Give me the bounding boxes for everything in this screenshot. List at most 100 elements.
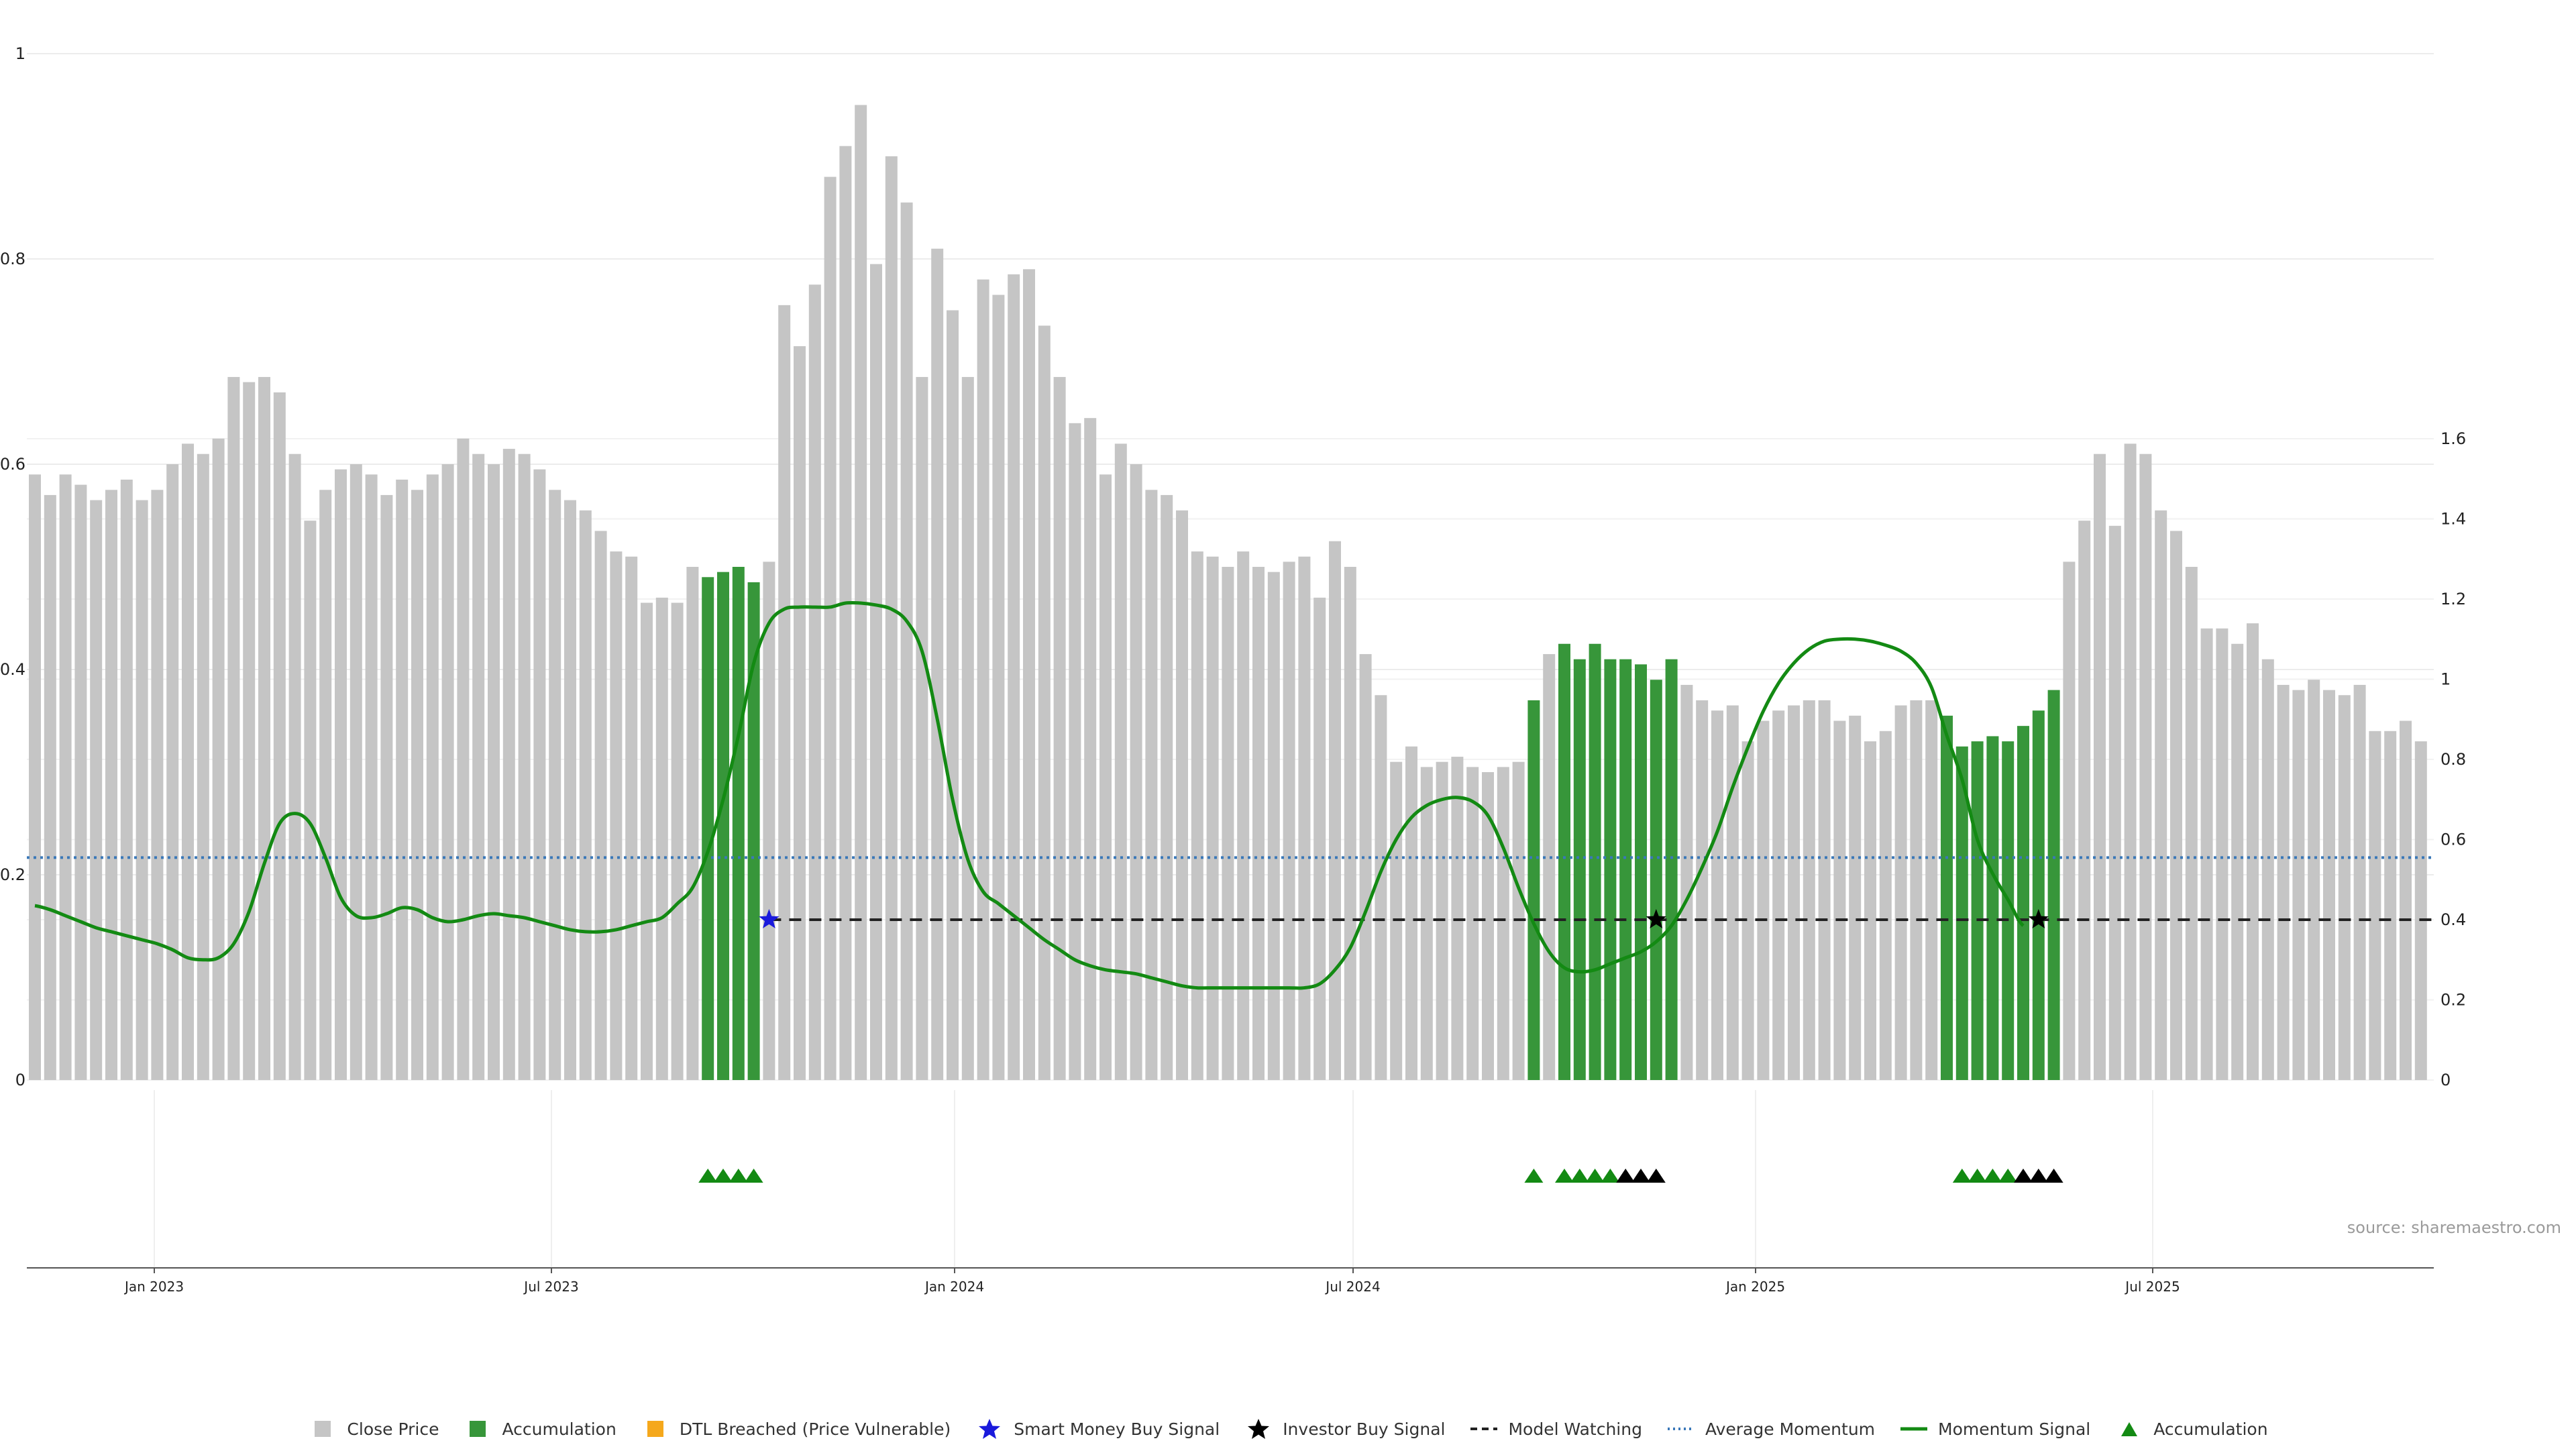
legend-item-investor-buy-signal: Investor Buy Signal	[1244, 1417, 1445, 1440]
close-price-bar	[457, 438, 470, 1080]
right-tick-label: 1	[2440, 670, 2451, 689]
accumulation-bar	[1558, 643, 1570, 1080]
close-price-bar	[2338, 695, 2351, 1080]
close-price-bar	[594, 531, 607, 1080]
investor-buy-signal	[2028, 909, 2049, 928]
right-tick-label: 0.4	[2440, 910, 2466, 929]
close-price-bar	[1176, 510, 1188, 1080]
right-tick-label: 0.2	[2440, 991, 2466, 1010]
accumulation-bar	[1650, 680, 1662, 1080]
accumulation-marker	[1983, 1169, 2002, 1183]
close-price-bar	[1405, 746, 1417, 1080]
close-price-bar	[870, 264, 882, 1080]
accumulation-marker	[1524, 1169, 1544, 1183]
accumulation-marker	[2014, 1169, 2033, 1183]
accumulation-bar	[1941, 715, 1953, 1080]
close-price-bar	[1696, 700, 1709, 1080]
close-price-bar	[808, 284, 821, 1080]
close-price-bar	[533, 469, 546, 1080]
accumulation-bar	[1604, 659, 1617, 1080]
close-price-bar	[1680, 684, 1693, 1080]
accumulation-bar	[1955, 746, 1968, 1080]
close-price-bar	[1206, 556, 1219, 1080]
close-price-bar	[2155, 510, 2167, 1080]
legend-label: Momentum Signal	[1938, 1419, 2091, 1439]
model-watching-legend-symbol	[1470, 1428, 1498, 1430]
close-price-bar	[1803, 700, 1815, 1080]
close-price-bar	[1283, 561, 1295, 1080]
accumulation-bar	[2047, 690, 2060, 1080]
close-price-bars	[29, 105, 2427, 1081]
accumulation-marker-legend-symbol	[2121, 1422, 2138, 1436]
close-price-bar	[1191, 551, 1203, 1080]
close-price-bar	[258, 376, 270, 1081]
accumulation-bar	[1665, 659, 1678, 1080]
left-tick-label: 0.6	[0, 455, 25, 474]
close-price-bar	[1772, 710, 1785, 1080]
close-price-bar	[518, 453, 531, 1080]
accumulation-marker	[2029, 1169, 2048, 1183]
right-tick-label: 1.6	[2440, 429, 2466, 448]
x-tick-label: Jul 2023	[523, 1279, 578, 1295]
right-tick-label: 0	[2440, 1071, 2451, 1089]
close-price-bar	[778, 305, 791, 1081]
signal-stars	[759, 909, 2049, 928]
close-price-bar	[197, 453, 209, 1080]
close-price-bar	[441, 464, 454, 1080]
close-price-bar	[625, 556, 638, 1080]
legend-label: Model Watching	[1508, 1419, 1642, 1439]
close-price-bar	[90, 500, 103, 1080]
close-price-bar	[212, 438, 225, 1080]
close-price-bar	[839, 146, 852, 1081]
legend-label: Smart Money Buy Signal	[1014, 1419, 1220, 1439]
close-price-bar	[1833, 720, 1846, 1080]
close-price-bar	[1053, 376, 1066, 1081]
close-price-bar	[610, 551, 623, 1080]
close-price-bar	[1313, 597, 1326, 1080]
close-price-bar	[2078, 521, 2091, 1080]
close-price-bar	[671, 602, 684, 1080]
x-tick-label: Jan 2023	[123, 1279, 184, 1295]
close-price-bar	[396, 479, 409, 1080]
smart-money-buy-signal	[759, 909, 780, 928]
close-price-bar	[288, 453, 301, 1080]
close-price-bar	[1145, 490, 1158, 1080]
momentum-signal-line	[34, 600, 2025, 990]
close-price-bar	[1008, 274, 1020, 1081]
left-tick-label: 0.2	[0, 865, 25, 884]
close-price-bar	[1910, 700, 1923, 1080]
close-price-bar	[2353, 684, 2366, 1080]
accumulation-bar	[717, 572, 729, 1080]
close-price-bar	[1359, 654, 1372, 1080]
source-note: source: sharemaestro.com	[2347, 1218, 2561, 1237]
right-tick-label: 1.4	[2440, 510, 2466, 529]
close-price-bar	[120, 479, 133, 1080]
x-tick-label: Jul 2025	[2124, 1279, 2180, 1295]
accumulation-marker	[1585, 1169, 1605, 1183]
accumulation-bar	[1635, 664, 1647, 1080]
close-price-bar	[763, 561, 775, 1080]
accumulation-marker	[1555, 1169, 1574, 1183]
close-price-bar	[1344, 567, 1356, 1080]
accumulation-bar	[2032, 710, 2045, 1080]
close-price-bar	[2414, 741, 2427, 1080]
close-price-bar	[488, 464, 500, 1080]
accumulation-marker	[1646, 1169, 1666, 1183]
close-price-bar	[74, 484, 87, 1080]
left-tick-label: 0.4	[0, 660, 25, 679]
close-price-bar	[1757, 720, 1770, 1080]
accumulation-markers	[698, 1169, 2063, 1183]
average-momentum-legend-symbol	[1667, 1428, 1695, 1430]
investor-buy-signal	[1646, 909, 1666, 928]
close-price-bar	[1925, 700, 1938, 1080]
smart-money-buy-signal-legend-symbol	[979, 1419, 1001, 1439]
close-price-bar	[151, 490, 164, 1080]
accumulation-marker	[1998, 1169, 2018, 1183]
close-price-bar	[44, 494, 56, 1080]
close-price-bar	[1252, 567, 1265, 1080]
accumulation-marker	[1570, 1169, 1589, 1183]
close-price-bar	[655, 597, 668, 1080]
close-price-bar	[686, 567, 699, 1080]
close-price-bar	[2139, 453, 2152, 1080]
close-price-bar	[243, 382, 256, 1080]
